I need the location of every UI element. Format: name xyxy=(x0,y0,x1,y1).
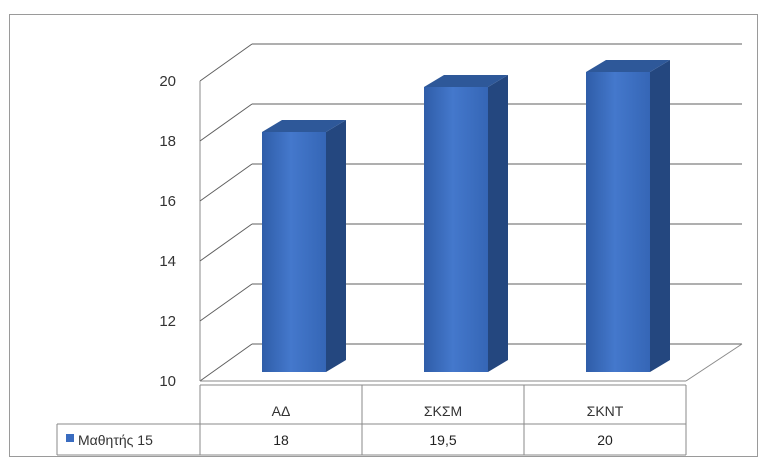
floor-edge xyxy=(685,343,743,382)
bar-top xyxy=(586,60,670,72)
bar-top xyxy=(424,75,508,87)
bar-side xyxy=(326,120,346,372)
grid-line xyxy=(199,103,253,142)
bar-top xyxy=(262,120,346,132)
y-axis: 10 12 14 16 18 20 xyxy=(159,73,176,390)
y-tick-label: 10 xyxy=(159,373,176,390)
bar xyxy=(424,75,508,372)
legend-swatch xyxy=(66,434,74,442)
data-value-label: 20 xyxy=(597,432,613,448)
y-tick-label: 16 xyxy=(159,193,176,210)
grid-line xyxy=(199,343,253,382)
category-label: ΣΚΣΜ xyxy=(424,403,462,419)
grid-line xyxy=(199,43,253,82)
bars xyxy=(262,60,670,372)
grid-line xyxy=(199,283,253,322)
bar-front xyxy=(424,87,488,372)
y-tick-label: 14 xyxy=(159,253,176,270)
data-table: ΑΔ ΣΚΣΜ ΣΚΝΤ 18 19,5 20 Μαθητής 15 xyxy=(56,384,687,456)
legend-series-name: Μαθητής 15 xyxy=(78,432,153,448)
bar-side xyxy=(488,75,508,372)
data-value-label: 19,5 xyxy=(429,432,456,448)
y-tick-label: 12 xyxy=(159,313,176,330)
grid-line xyxy=(199,223,253,262)
bar xyxy=(262,120,346,372)
bar-front xyxy=(586,72,650,372)
y-tick-label: 18 xyxy=(159,133,176,150)
data-value-label: 18 xyxy=(273,432,289,448)
bar-front xyxy=(262,132,326,372)
grid-line xyxy=(199,163,253,202)
category-label: ΑΔ xyxy=(272,403,291,419)
bar xyxy=(586,60,670,372)
bar-side xyxy=(650,60,670,372)
category-label: ΣΚΝΤ xyxy=(587,403,624,419)
y-tick-label: 20 xyxy=(159,73,176,90)
